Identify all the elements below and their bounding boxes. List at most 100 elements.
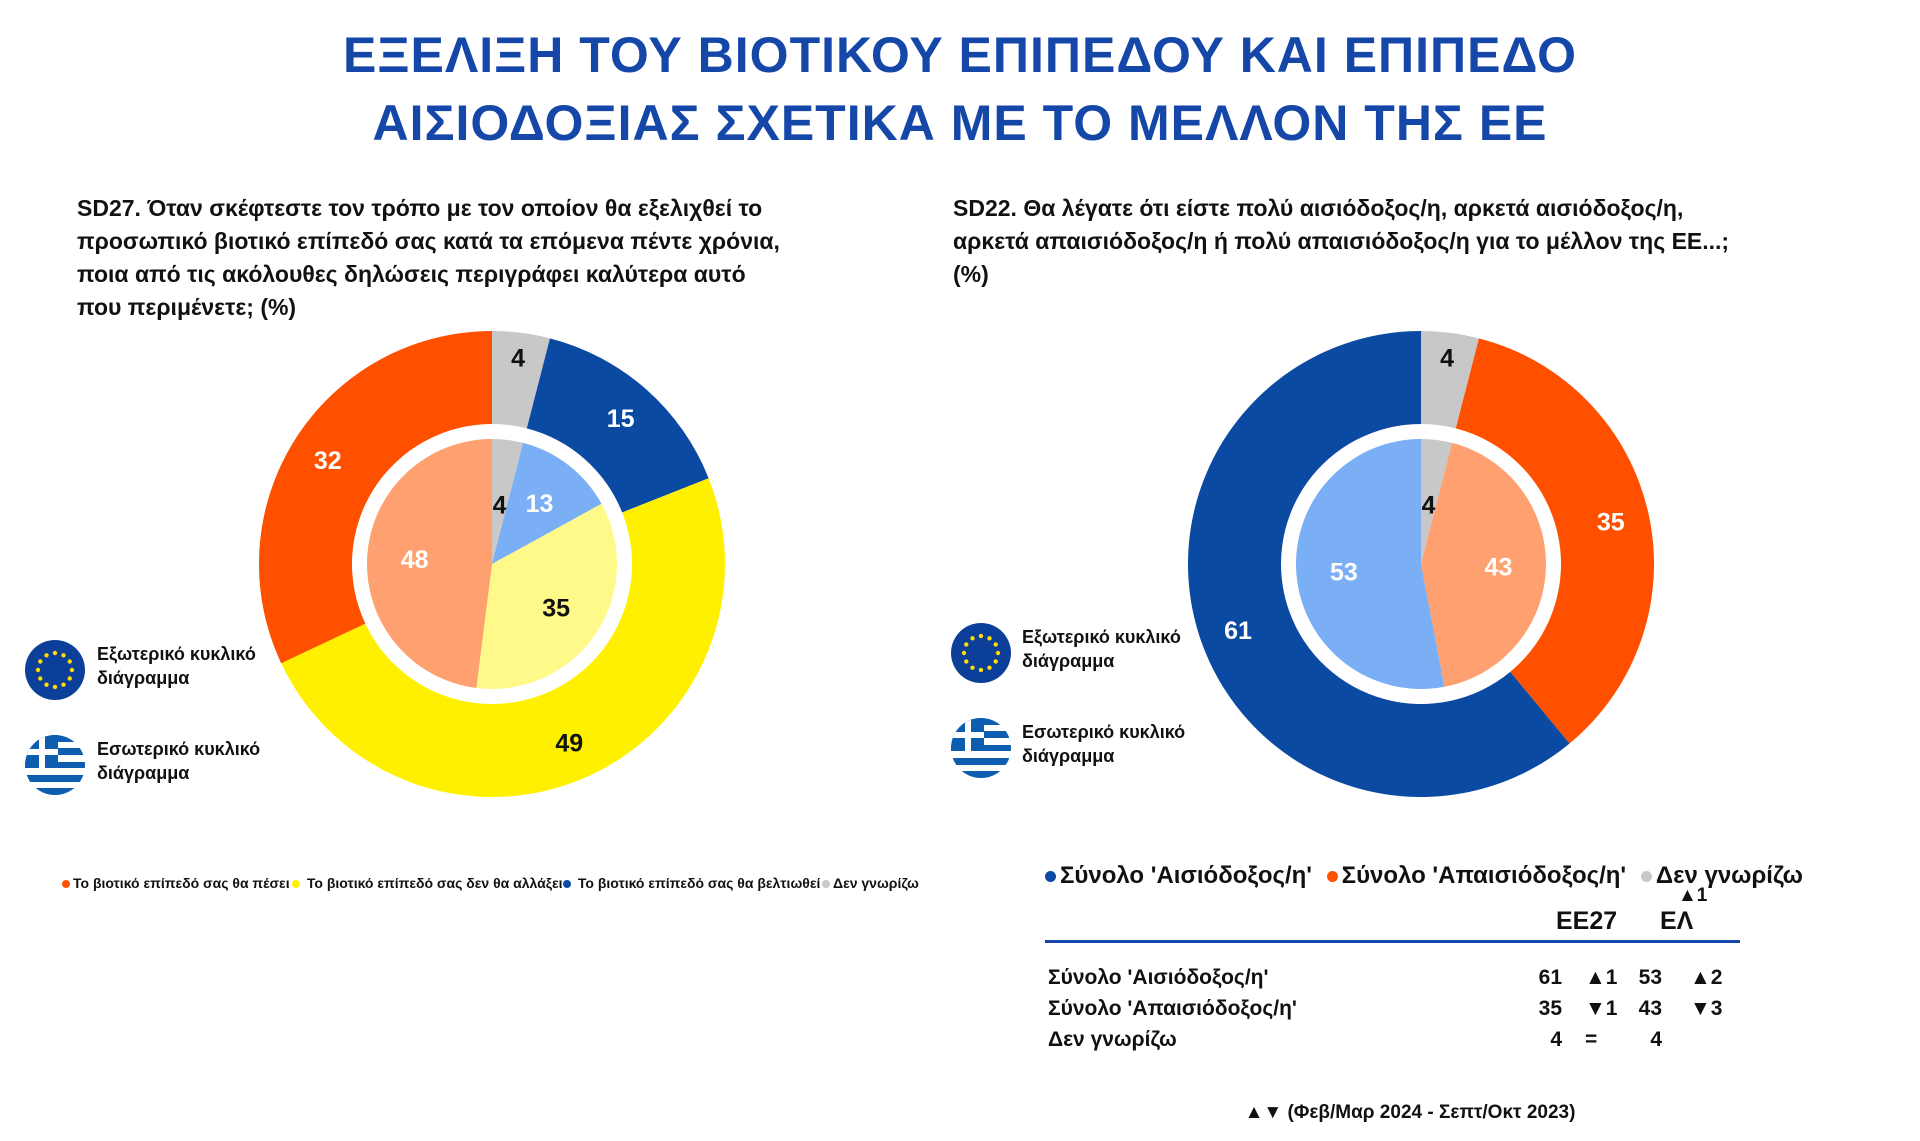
star-icon <box>44 682 49 687</box>
star-icon <box>964 642 969 647</box>
inner-ring-label: Εσωτερικό κυκλικό διάγραμμα <box>1022 722 1186 766</box>
table-note: ▲1 <box>1678 885 1708 906</box>
footnote: ▲▼ (Φεβ/Μαρ 2024 - Σεπτ/Οκτ 2023) <box>1244 1102 1576 1123</box>
star-icon <box>35 667 41 673</box>
star-icon <box>52 684 58 690</box>
outer-data-label: 32 <box>314 447 342 475</box>
star-icon <box>993 659 998 664</box>
star-icon <box>67 659 72 664</box>
left-question: SD27. Όταν σκέφτεστε τον τρόπο με τον οπ… <box>77 192 780 324</box>
question-line: SD22. Θα λέγατε ότι είστε πολύ αισιόδοξο… <box>953 195 1684 221</box>
outer-data-label: 4 <box>511 345 525 373</box>
legend-item: Το βιοτικό επίπεδό σας θα βελτιωθεί <box>563 875 820 891</box>
star-icon <box>993 642 998 647</box>
legend-dot <box>822 880 830 889</box>
row-label: Σύνολο 'Αισιόδοξος/η' <box>1048 966 1269 989</box>
eu27-change: ▲1 <box>1585 966 1618 989</box>
star-icon <box>38 659 43 664</box>
row-label: Σύνολο 'Απαισιόδοξος/η' <box>1048 997 1297 1020</box>
eu-flag-icon <box>25 640 85 700</box>
legend-item: Δεν γνωρίζω <box>822 875 919 891</box>
header-eu27: ΕΕ27 <box>1556 907 1618 935</box>
question-line: ποια από τις ακόλουθες δηλώσεις περιγράφ… <box>77 261 746 287</box>
question-line: προσωπικό βιοτικό επίπεδό σας κατά τα επ… <box>77 228 780 254</box>
inner-data-label: 13 <box>526 490 554 518</box>
outer-ring-label: Εξωτερικό κυκλικό διάγραμμα <box>97 644 256 688</box>
header-gr: ΕΛ <box>1660 907 1694 935</box>
table-divider <box>1045 940 1740 943</box>
inner-data-label: 43 <box>1485 553 1513 581</box>
gr-change: ▼3 <box>1690 997 1723 1020</box>
star-icon <box>961 650 967 656</box>
legend-dot <box>1640 871 1652 883</box>
star-icon <box>67 676 72 681</box>
right-question: SD22. Θα λέγατε ότι είστε πολύ αισιόδοξο… <box>953 192 1729 291</box>
outer-slice <box>526 338 709 513</box>
gr-value: 4 <box>1650 1028 1662 1051</box>
star-icon <box>978 633 984 639</box>
eu27-value: 35 <box>1538 997 1562 1020</box>
flag-stripe <box>951 751 1011 758</box>
row-label: Δεν γνωρίζω <box>1048 1028 1177 1051</box>
gr-value: 53 <box>1638 966 1662 989</box>
legend-label: Σύνολο 'Αισιόδοξος/η' <box>1060 862 1312 889</box>
eu-flag-icon <box>951 623 1011 683</box>
legend-dot <box>292 880 300 889</box>
question-line: που περιμένετε; (%) <box>77 294 297 320</box>
star-icon <box>61 653 66 658</box>
flag-stripe <box>951 757 1011 765</box>
outer-slice <box>281 478 725 797</box>
eu27-change: = <box>1585 1028 1598 1051</box>
title-line-2: ΑΙΣΙΟΔΟΞΙΑΣ ΣΧΕΤΙΚΑ ΜΕ ΤΟ ΜΕΛΛΟΝ ΤΗΣ ΕΕ <box>372 95 1548 151</box>
greek-flag-icon <box>951 718 1011 778</box>
star-icon <box>978 667 984 673</box>
star-icon <box>970 665 975 670</box>
flag-cross <box>951 732 984 738</box>
star-icon <box>970 636 975 641</box>
inner-ring-label: Εσωτερικό κυκλικό διάγραμμα <box>97 739 261 783</box>
outer-slice <box>492 331 550 429</box>
eu27-change: ▼1 <box>1585 997 1618 1020</box>
outer-data-label: 49 <box>555 730 583 758</box>
inner-slice <box>492 439 524 564</box>
star-icon <box>52 650 58 656</box>
star-icon <box>69 667 75 673</box>
legend-label: Σύνολο 'Απαισιόδοξος/η' <box>1341 862 1627 889</box>
gr-value: 43 <box>1638 997 1662 1020</box>
legend-dot <box>1045 871 1056 883</box>
flag-stripe <box>951 771 1011 778</box>
right-legend: Σύνολο 'Αισιόδοξος/η' Σύνολο 'Απαισιόδοξ… <box>1045 862 1803 890</box>
inner-slice <box>366 439 492 689</box>
question-line: (%) <box>953 261 989 287</box>
legend-dot <box>563 880 571 889</box>
flag-stripe <box>25 781 85 789</box>
inner-slice <box>1421 439 1453 564</box>
inner-slice <box>1421 442 1546 687</box>
greek-flag-icon <box>25 735 85 795</box>
inner-data-label: 48 <box>401 546 429 574</box>
legend-item: Το βιοτικό επίπεδό σας θα πέσει <box>62 875 290 891</box>
legend-item: Το βιοτικό επίπεδό σας δεν θα αλλάξει <box>292 875 563 891</box>
outer-slice <box>258 331 492 664</box>
gr-change: ▲2 <box>1690 966 1723 989</box>
outer-data-label: 15 <box>607 405 635 433</box>
inner-slice <box>476 503 618 690</box>
inner-data-label: 4 <box>493 491 507 519</box>
flag-stripe <box>951 764 1011 772</box>
outer-data-label: 61 <box>1224 617 1252 645</box>
star-icon <box>995 650 1001 656</box>
outer-slice <box>1455 338 1654 744</box>
inner-data-label: 35 <box>542 595 570 623</box>
star-icon <box>61 682 66 687</box>
flag-stripe <box>25 788 85 795</box>
inner-data-label: 4 <box>1422 491 1436 519</box>
star-icon <box>987 665 992 670</box>
outer-slice <box>1421 331 1479 429</box>
flag-stripe <box>25 768 85 775</box>
title-line-1: ΕΞΕΛΙΞΗ ΤΟΥ ΒΙΟΤΙΚΟΥ ΕΠΙΠΕΔΟΥ ΚΑΙ ΕΠΙΠΕΔ… <box>343 27 1577 83</box>
outer-ring-label: Εξωτερικό κυκλικό διάγραμμα <box>1022 627 1181 671</box>
outer-slice <box>1188 331 1570 798</box>
question-line: αρκετά απαισιόδοξος/η ή πολύ απαισιόδοξο… <box>953 228 1730 254</box>
